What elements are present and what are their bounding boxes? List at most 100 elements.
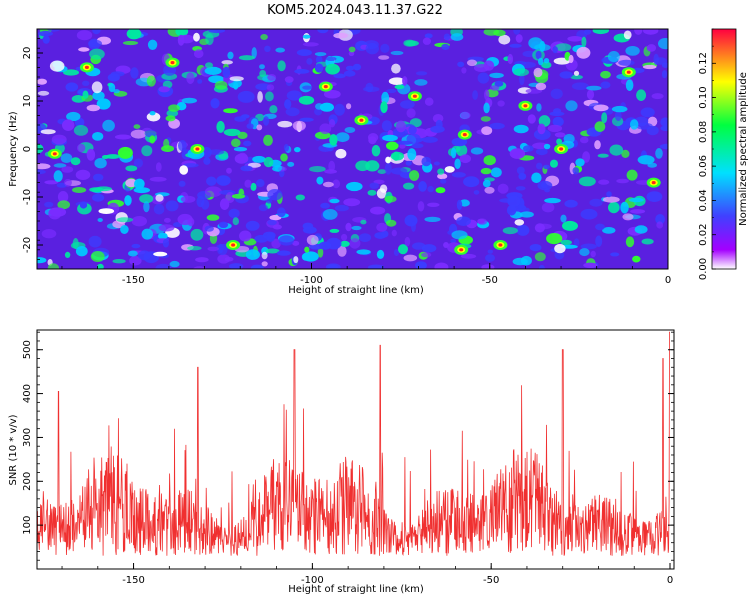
heatmap-cell: [153, 203, 165, 215]
heatmap-cell: [276, 250, 291, 256]
heatmap-cell: [265, 91, 274, 102]
heatmap-cell: [76, 143, 86, 153]
heatmap-cell: [267, 189, 283, 201]
heatmap-cell: [344, 127, 356, 133]
heatmap-cell: [483, 102, 490, 114]
heatmap-cell: [653, 53, 659, 66]
heatmap-cell: [162, 238, 169, 248]
heatmap-cell: [275, 47, 286, 53]
heatmap-cell: [457, 61, 465, 67]
heatmap-cell: [513, 124, 529, 134]
heatmap-cell: [348, 46, 356, 53]
heatmap-cell: [477, 218, 488, 225]
heatmap-cell: [204, 186, 222, 197]
heatmap-cell: [322, 209, 338, 220]
heatmap-cell: [334, 103, 345, 116]
heatmap-cell: [408, 125, 417, 135]
heatmap-cell: [133, 158, 143, 168]
heatmap-cell: [507, 53, 514, 65]
heatmap-cell: [70, 157, 81, 166]
heatmap-cell: [177, 34, 185, 46]
heatmap-cell: [93, 173, 104, 182]
heatmap-peak-max: [559, 147, 564, 151]
heatmap-cell: [535, 82, 547, 91]
heatmap-cell: [536, 162, 543, 170]
heatmap-cell: [48, 207, 62, 220]
heatmap-cell: [537, 180, 553, 191]
heatmap-cell: [325, 56, 337, 62]
heatmap-cell: [531, 172, 542, 184]
heatmap-cell: [634, 225, 648, 234]
heatmap-cell: [88, 235, 102, 248]
heatmap-cell: [567, 36, 583, 42]
heatmap-cell: [339, 240, 350, 247]
heatmap-cell: [329, 134, 338, 146]
heatmap-cell: [246, 123, 254, 129]
heatmap-cell: [37, 90, 50, 96]
heatmap-cell: [44, 180, 59, 185]
heatmap-cell: [260, 34, 268, 40]
heatmap-cell: [329, 119, 336, 128]
snr-y-ticks: 100 200 300 400 500: [22, 331, 674, 561]
heatmap-cell: [543, 164, 550, 170]
heatmap-cell: [552, 46, 558, 54]
heatmap-cell: [94, 158, 107, 169]
heatmap-cell: [656, 221, 664, 229]
heatmap-cell: [382, 134, 398, 142]
heatmap-cell: [345, 65, 355, 71]
heatmap-cell: [513, 29, 521, 35]
heatmap-cell: [380, 43, 390, 54]
heatmap-cell: [381, 120, 392, 132]
heatmap-cell: [403, 182, 415, 190]
heatmap-cell: [646, 44, 657, 52]
heatmap-peak-max: [323, 85, 328, 89]
heatmap-cell: [149, 111, 156, 116]
heatmap-cell: [622, 213, 634, 221]
heatmap-cell: [265, 248, 280, 254]
heatmap-cell: [88, 39, 102, 48]
heatmap-cell: [456, 216, 471, 226]
heatmap-cell: [325, 263, 341, 269]
heatmap-cell: [610, 252, 620, 257]
heatmap-cell: [516, 224, 530, 236]
heatmap-cell: [222, 66, 231, 79]
heatmap-cell: [57, 191, 69, 203]
heatmap-cell: [250, 182, 257, 191]
heatmap-cell: [229, 76, 244, 82]
snr-x-ticks: -150 -100 -50 0: [61, 563, 673, 586]
heatmap-cell: [594, 140, 601, 150]
heatmap-cell: [318, 241, 332, 250]
heatmap-cell: [533, 67, 543, 78]
heatmap-cell: [258, 204, 268, 212]
heatmap-cell: [435, 187, 446, 194]
heatmap-cell: [278, 235, 295, 246]
heatmap-cell: [513, 68, 529, 77]
heatmap-cell: [73, 124, 89, 136]
heatmap-cell: [481, 126, 493, 135]
heatmap-cell: [116, 217, 134, 223]
heatmap-cell: [131, 216, 147, 227]
heatmap-cell: [489, 72, 504, 79]
heatmap-cell: [547, 124, 563, 133]
heatmap-cell: [269, 105, 278, 114]
heatmap-cell: [600, 70, 611, 79]
heatmap-cell: [484, 89, 490, 101]
heatmap-cell: [550, 159, 558, 168]
heatmap-cell: [237, 90, 255, 103]
heatmap-cell: [320, 202, 330, 209]
heatmap-cell: [498, 34, 511, 45]
heatmap-cell: [324, 169, 337, 174]
heatmap-y-tick-label: 20: [22, 47, 33, 60]
heatmap-cell: [544, 197, 561, 204]
heatmap-cell: [266, 232, 276, 242]
heatmap-cell: [598, 179, 610, 185]
heatmap-cell: [141, 145, 153, 157]
heatmap-cell: [333, 73, 346, 79]
heatmap-cell: [390, 151, 404, 161]
heatmap-cell: [502, 227, 518, 235]
heatmap-cell: [337, 245, 347, 257]
heatmap-cell: [646, 191, 663, 203]
heatmap-cell: [155, 162, 162, 172]
heatmap-cell: [63, 69, 79, 76]
heatmap-cell: [208, 29, 226, 34]
